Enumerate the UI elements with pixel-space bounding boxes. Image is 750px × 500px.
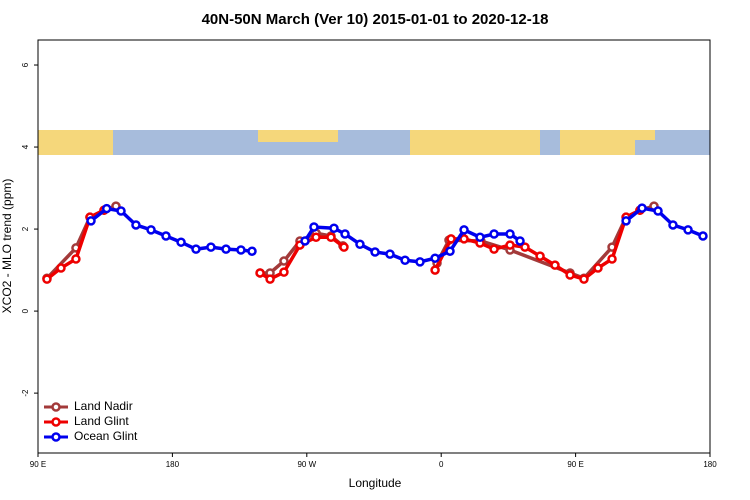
data-point bbox=[86, 216, 96, 226]
y-tick-label: 0 bbox=[21, 308, 30, 313]
data-point bbox=[535, 251, 545, 261]
data-point bbox=[309, 222, 319, 232]
data-point bbox=[505, 240, 515, 250]
plot-frame bbox=[37, 39, 711, 454]
data-point bbox=[42, 274, 52, 284]
data-point bbox=[146, 225, 156, 235]
series-line bbox=[45, 204, 655, 281]
data-point bbox=[489, 229, 499, 239]
map-strip bbox=[38, 130, 710, 155]
y-tick-label: 6 bbox=[21, 62, 30, 67]
data-point bbox=[459, 234, 469, 244]
data-point bbox=[340, 229, 350, 239]
data-point bbox=[430, 253, 440, 263]
data-point bbox=[56, 263, 66, 273]
data-point bbox=[445, 246, 455, 256]
data-point bbox=[593, 263, 603, 273]
data-point bbox=[607, 254, 617, 264]
legend-marker bbox=[51, 432, 61, 442]
y-tick-label: 4 bbox=[21, 144, 30, 149]
data-point bbox=[255, 268, 265, 278]
data-point bbox=[370, 247, 380, 257]
data-point bbox=[116, 206, 126, 216]
data-point bbox=[698, 231, 708, 241]
y-tick-label: -2 bbox=[21, 389, 30, 397]
data-point bbox=[385, 249, 395, 259]
data-point bbox=[339, 242, 349, 252]
data-point bbox=[489, 244, 499, 254]
data-point bbox=[446, 234, 456, 244]
data-point bbox=[459, 225, 469, 235]
y-axis-label: XCO2 - MLO trend (ppm) bbox=[0, 179, 14, 314]
data-point bbox=[520, 242, 530, 252]
data-point bbox=[515, 236, 525, 246]
data-point bbox=[475, 232, 485, 243]
x-tick-label: 180 bbox=[166, 460, 180, 469]
data-point bbox=[579, 274, 589, 284]
legend-label: Ocean Glint bbox=[74, 429, 138, 443]
data-point bbox=[329, 223, 339, 233]
data-point bbox=[131, 220, 141, 230]
data-point bbox=[637, 203, 647, 213]
data-point bbox=[279, 267, 289, 277]
data-point bbox=[430, 265, 440, 275]
x-tick-label: 90 E bbox=[567, 460, 583, 469]
data-point bbox=[668, 220, 678, 230]
data-point bbox=[565, 270, 575, 280]
data-point bbox=[206, 242, 216, 252]
legend-label: Land Glint bbox=[74, 414, 129, 428]
data-point bbox=[326, 232, 336, 243]
chart-title: 40N-50N March (Ver 10) 2015-01-01 to 202… bbox=[202, 11, 549, 28]
x-tick-label: 90 E bbox=[30, 460, 46, 469]
data-point bbox=[71, 254, 81, 264]
data-point bbox=[221, 244, 231, 254]
data-point bbox=[550, 260, 560, 270]
y-tick-label: 2 bbox=[21, 226, 30, 231]
data-point bbox=[279, 256, 289, 266]
data-point bbox=[355, 239, 365, 249]
x-tick-label: 90 W bbox=[297, 460, 316, 469]
x-tick-label: 180 bbox=[703, 460, 717, 469]
data-point bbox=[505, 229, 515, 239]
data-point bbox=[311, 232, 321, 243]
x-axis-label: Longitude bbox=[349, 476, 402, 490]
data-point bbox=[161, 231, 171, 241]
legend-marker bbox=[51, 402, 61, 412]
data-point bbox=[653, 206, 663, 216]
data-point bbox=[101, 203, 112, 214]
data-point bbox=[191, 244, 201, 254]
data-point bbox=[621, 216, 631, 226]
series-line bbox=[89, 206, 704, 264]
data-point bbox=[300, 236, 310, 246]
data-point bbox=[247, 246, 257, 256]
x-tick-label: 0 bbox=[439, 460, 444, 469]
legend-marker bbox=[51, 417, 61, 427]
data-point bbox=[415, 257, 425, 267]
data-point bbox=[400, 255, 410, 265]
data-point bbox=[236, 245, 246, 255]
data-point bbox=[683, 225, 693, 235]
legend-label: Land Nadir bbox=[74, 399, 133, 413]
data-point bbox=[265, 274, 275, 284]
data-point bbox=[176, 237, 186, 247]
